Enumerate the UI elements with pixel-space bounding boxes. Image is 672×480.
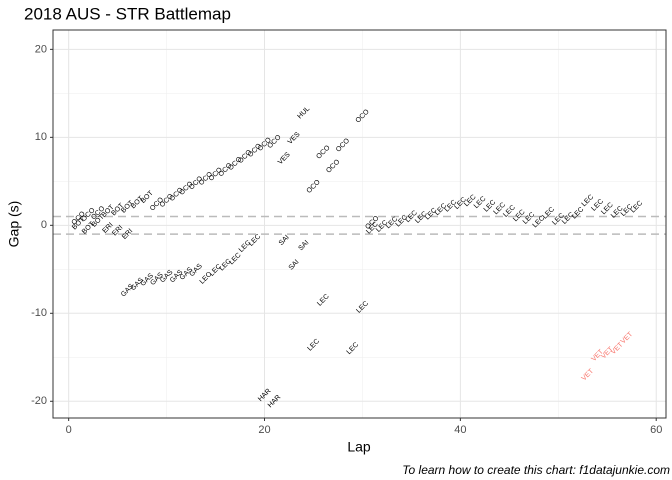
y-tick-label: 10 <box>35 131 47 143</box>
y-tick-label: -20 <box>31 395 47 407</box>
y-axis-label: Gap (s) <box>6 201 22 248</box>
y-tick-label: 0 <box>41 219 47 231</box>
x-tick-label: 0 <box>66 424 72 436</box>
caption: To learn how to create this chart: f1dat… <box>402 463 670 477</box>
x-axis-label: Lap <box>347 439 371 455</box>
x-tick-label: 60 <box>650 424 662 436</box>
chart-title: 2018 AUS - STR Battlemap <box>24 4 231 23</box>
x-tick-label: 20 <box>258 424 270 436</box>
x-tick-label: 40 <box>454 424 466 436</box>
panel-border <box>52 29 667 419</box>
y-tick-label: 20 <box>35 43 47 55</box>
y-tick-label: -10 <box>31 307 47 319</box>
